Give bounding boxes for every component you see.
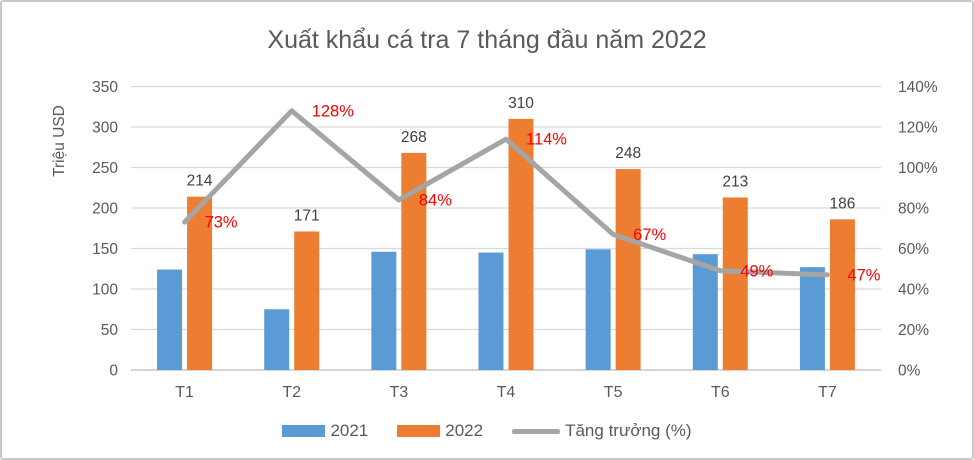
legend-swatch-2021	[282, 425, 326, 437]
y-tick-label-left: 100	[92, 282, 118, 299]
value-label: 171	[294, 207, 320, 224]
value-label: 186	[829, 195, 855, 212]
value-label: 310	[508, 95, 534, 112]
bar-2021-T6	[692, 254, 718, 370]
legend-swatch-growth-line	[512, 428, 561, 434]
chart-plot: Triệu USD 0 50 100 150 200 250 300 350 0% 20% 40%…	[51, 79, 938, 401]
growth-pct-label: 49%	[740, 262, 773, 280]
y-tick-label-right: 0%	[898, 363, 921, 380]
bar-2022-T6	[722, 197, 748, 370]
legend-item-growth: Tăng trưởng (%)	[512, 421, 692, 441]
growth-pct-label: 84%	[419, 191, 452, 209]
x-tick-label: T1	[175, 384, 194, 401]
x-tick-label: T2	[282, 384, 301, 401]
bar-2021-T3	[371, 251, 397, 370]
value-label: 248	[615, 145, 641, 162]
value-label: 213	[722, 173, 748, 190]
bar-2022-T1	[187, 196, 213, 370]
chart-legend: 2021 2022 Tăng trưởng (%)	[2, 419, 972, 443]
y-tick-label-left: 350	[92, 79, 118, 96]
growth-pct-label: 47%	[847, 266, 880, 284]
y-tick-label-left: 300	[92, 120, 118, 137]
y-tick-label-right: 100%	[898, 160, 938, 177]
growth-percent-labels: 73% 128% 84% 114% 67% 49% 47%	[205, 102, 881, 284]
x-tick-label: T7	[818, 384, 837, 401]
bar-2022-T7	[829, 219, 855, 370]
y-tick-label-right: 120%	[898, 120, 938, 137]
value-label: 268	[401, 129, 427, 146]
x-tick-label: T6	[711, 384, 730, 401]
growth-pct-label: 128%	[312, 102, 355, 120]
y-tick-label-left: 0	[109, 363, 118, 380]
chart-title: Xuất khẩu cá tra 7 tháng đầu năm 2022	[267, 26, 707, 54]
y-tick-label-right: 40%	[898, 282, 929, 299]
legend-label-2022: 2022	[445, 421, 484, 440]
bar-2021-T1	[157, 269, 183, 370]
y-tick-label-left: 150	[92, 241, 118, 258]
y-tick-label-left: 250	[92, 160, 118, 177]
bar-2021-T7	[799, 267, 825, 370]
bar-2021-T2	[264, 309, 290, 370]
gridlines	[131, 85, 881, 371]
x-tick-label: T5	[604, 384, 623, 401]
legend-item-2021: 2021	[282, 421, 368, 441]
legend-label-2021: 2021	[330, 421, 369, 440]
growth-pct-label: 73%	[205, 214, 238, 232]
bar-2021-T5	[585, 249, 611, 370]
x-tick-label: T3	[390, 384, 409, 401]
bar-value-labels: 214 171 268 310 248 213 186	[187, 95, 856, 225]
y-tick-label-right: 140%	[898, 79, 938, 96]
bar-2021-T4	[478, 252, 504, 370]
legend-item-2022: 2022	[397, 421, 483, 441]
y-axis-title: Triệu USD	[51, 105, 68, 177]
y-tick-label-left: 50	[101, 322, 119, 339]
y-axis-tick-labels-right: 0% 20% 40% 60% 80% 100% 120% 140%	[898, 79, 938, 380]
x-tick-label: T4	[497, 384, 516, 401]
y-tick-label-right: 60%	[898, 241, 929, 258]
legend-swatch-2022	[397, 425, 441, 437]
y-tick-label-right: 20%	[898, 322, 929, 339]
bar-2022-T2	[294, 231, 320, 370]
y-axis-tick-labels-left: 0 50 100 150 200 250 300 350	[92, 79, 118, 380]
growth-line-series	[182, 108, 830, 278]
legend-label-growth: Tăng trưởng (%)	[565, 421, 692, 440]
y-tick-label-left: 200	[92, 201, 118, 218]
growth-line	[182, 108, 830, 278]
value-label: 214	[187, 173, 213, 190]
y-tick-label-right: 80%	[898, 201, 929, 218]
bar-series	[157, 118, 855, 371]
bar-2022-T5	[615, 169, 641, 370]
x-axis-tick-labels: T1 T2 T3 T4 T5 T6 T7	[175, 384, 837, 401]
growth-pct-label: 67%	[633, 226, 666, 244]
growth-pct-label: 114%	[526, 131, 567, 149]
bar-2022-T4	[508, 118, 534, 371]
